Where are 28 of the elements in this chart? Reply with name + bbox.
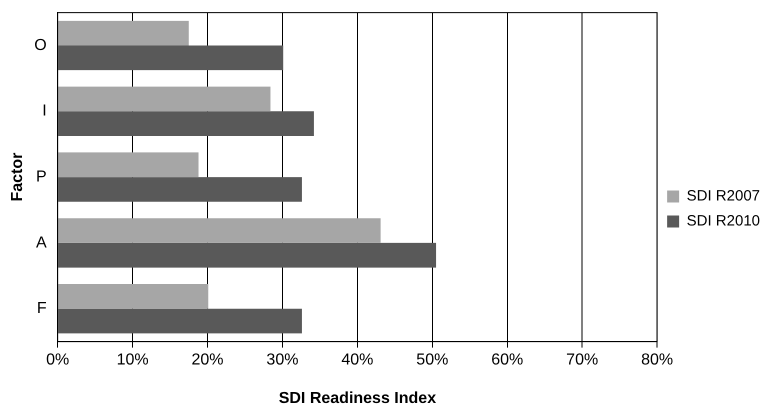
x-tick-label: 70% xyxy=(566,352,598,369)
legend-label: SDI R2007 xyxy=(686,188,760,205)
y-tick-label: A xyxy=(36,234,47,252)
x-tick-label: 80% xyxy=(641,352,674,369)
legend-label: SDI R2010 xyxy=(686,212,760,230)
bar xyxy=(58,86,270,112)
x-tick-label: 0% xyxy=(46,352,70,369)
bar xyxy=(58,152,199,178)
bar xyxy=(58,308,302,334)
x-axis-title: SDI Readiness Index xyxy=(278,390,436,407)
y-axis-title: Factor xyxy=(9,152,26,202)
bar xyxy=(58,111,314,136)
bar xyxy=(58,284,208,309)
x-tick-label: 50% xyxy=(416,352,448,369)
x-tick-label: 40% xyxy=(341,352,374,369)
bar xyxy=(58,218,381,243)
y-tick-label: F xyxy=(36,300,47,318)
x-tick-label: 60% xyxy=(491,352,524,369)
bar xyxy=(58,242,436,268)
bar xyxy=(58,177,302,202)
bar xyxy=(58,20,189,46)
y-tick-label: I xyxy=(42,102,47,120)
x-tick-label: 30% xyxy=(266,352,298,369)
bar xyxy=(58,46,284,70)
y-tick-label: O xyxy=(34,36,47,54)
x-tick-label: 10% xyxy=(116,352,149,369)
x-tick-label: 20% xyxy=(192,352,224,369)
y-tick-label: P xyxy=(36,168,47,186)
